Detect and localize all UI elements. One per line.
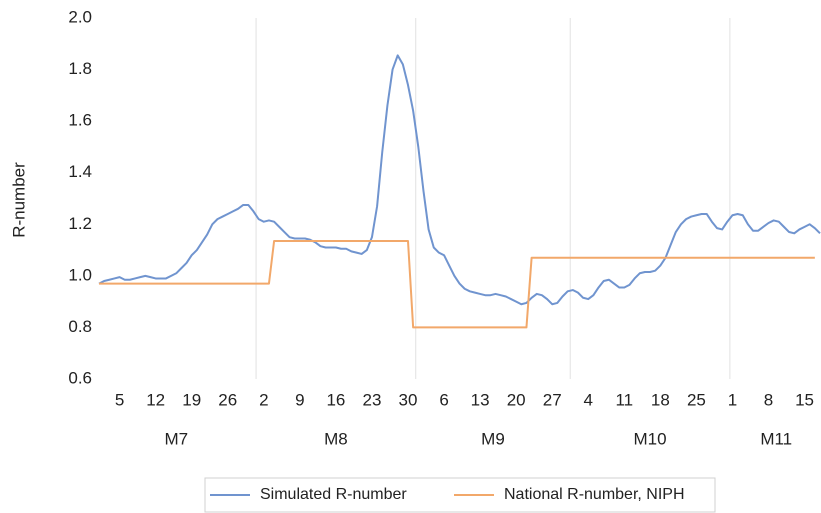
x-tick-label: 19: [182, 390, 201, 409]
y-tick-label: 1.0: [68, 265, 92, 284]
x-tick-label: 5: [115, 390, 124, 409]
y-tick-label: 1.2: [68, 214, 92, 233]
x-tick-label: 23: [362, 390, 381, 409]
x-tick-label: 6: [439, 390, 448, 409]
x-tick-label: 26: [218, 390, 237, 409]
y-tick-label: 1.6: [68, 111, 92, 130]
month-label: M9: [481, 429, 505, 448]
x-tick-label: 4: [584, 390, 593, 409]
legend-label: Simulated R-number: [260, 486, 407, 503]
x-tick-label: 30: [399, 390, 418, 409]
x-tick-label: 16: [326, 390, 345, 409]
series-line: [98, 54, 821, 306]
y-tick-label: 0.6: [68, 368, 92, 387]
y-tick-label: 1.8: [68, 59, 92, 78]
x-tick-label: 9: [295, 390, 304, 409]
month-label: M7: [164, 429, 188, 448]
x-tick-label: 2: [259, 390, 268, 409]
legend-label: National R-number, NIPH: [504, 486, 685, 503]
x-tick-label: 1: [728, 390, 737, 409]
x-tick-label: 27: [543, 390, 562, 409]
x-tick-label: 25: [687, 390, 706, 409]
month-label: M8: [324, 429, 348, 448]
x-tick-label: 12: [146, 390, 165, 409]
y-tick-label: 0.8: [68, 317, 92, 336]
y-tick-label: 2.0: [68, 7, 92, 26]
month-label: M10: [634, 429, 667, 448]
x-tick-label: 11: [615, 390, 633, 409]
y-tick-label: 1.4: [68, 162, 92, 181]
legend-box: [204, 477, 716, 513]
x-tick-label: 15: [795, 390, 814, 409]
x-tick-label: 13: [471, 390, 490, 409]
x-tick-label: 18: [651, 390, 670, 409]
x-tick-label: 20: [507, 390, 526, 409]
y-axis-label: R-number: [9, 162, 28, 238]
x-tick-label: 8: [764, 390, 773, 409]
series-line: [99, 240, 815, 329]
month-label: M11: [760, 429, 792, 448]
